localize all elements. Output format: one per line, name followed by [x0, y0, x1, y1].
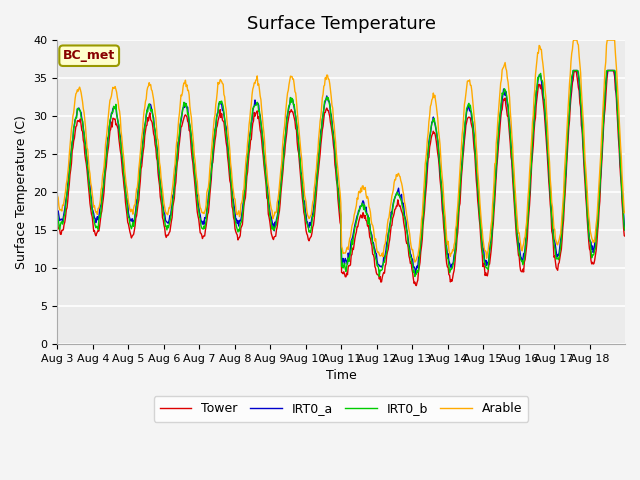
IRT0_b	[570, 68, 577, 73]
IRT0_b	[274, 212, 282, 217]
Y-axis label: Surface Temperature (C): Surface Temperature (C)	[15, 115, 28, 269]
Tower	[274, 218, 282, 224]
IRT0_a	[621, 227, 629, 233]
Line: Tower: Tower	[58, 71, 625, 286]
X-axis label: Time: Time	[326, 370, 356, 383]
IRT0_a	[400, 204, 408, 210]
Arable	[411, 259, 419, 265]
IRT0_b	[400, 213, 408, 219]
Line: Arable: Arable	[58, 40, 625, 262]
Arable	[225, 132, 232, 138]
Tower	[253, 109, 260, 115]
Tower	[400, 220, 408, 226]
Tower	[412, 283, 420, 288]
Tower	[120, 183, 128, 189]
IRT0_a	[253, 102, 260, 108]
Arable	[253, 77, 260, 83]
IRT0_a	[54, 209, 61, 215]
IRT0_b	[433, 127, 440, 133]
Arable	[570, 37, 578, 43]
Title: Surface Temperature: Surface Temperature	[246, 15, 436, 33]
Line: IRT0_b: IRT0_b	[58, 71, 625, 276]
Arable	[54, 193, 61, 199]
IRT0_a	[274, 209, 282, 215]
IRT0_b	[54, 211, 61, 216]
IRT0_b	[120, 175, 128, 181]
Arable	[400, 192, 408, 198]
Tower	[572, 68, 580, 73]
IRT0_b	[253, 102, 260, 108]
Arable	[120, 157, 128, 163]
IRT0_a	[412, 271, 419, 277]
Tower	[621, 233, 629, 239]
IRT0_a	[433, 128, 440, 133]
Legend: Tower, IRT0_a, IRT0_b, Arable: Tower, IRT0_a, IRT0_b, Arable	[154, 396, 529, 421]
Arable	[433, 103, 440, 108]
Tower	[433, 138, 440, 144]
Tower	[225, 160, 232, 166]
IRT0_a	[120, 173, 128, 179]
Arable	[274, 196, 282, 202]
Line: IRT0_a: IRT0_a	[58, 71, 625, 274]
IRT0_b	[225, 151, 232, 157]
Text: BC_met: BC_met	[63, 49, 115, 62]
IRT0_a	[570, 68, 577, 73]
IRT0_b	[621, 228, 629, 233]
IRT0_a	[225, 148, 232, 154]
IRT0_b	[411, 274, 419, 279]
Tower	[54, 219, 61, 225]
Arable	[621, 209, 629, 215]
